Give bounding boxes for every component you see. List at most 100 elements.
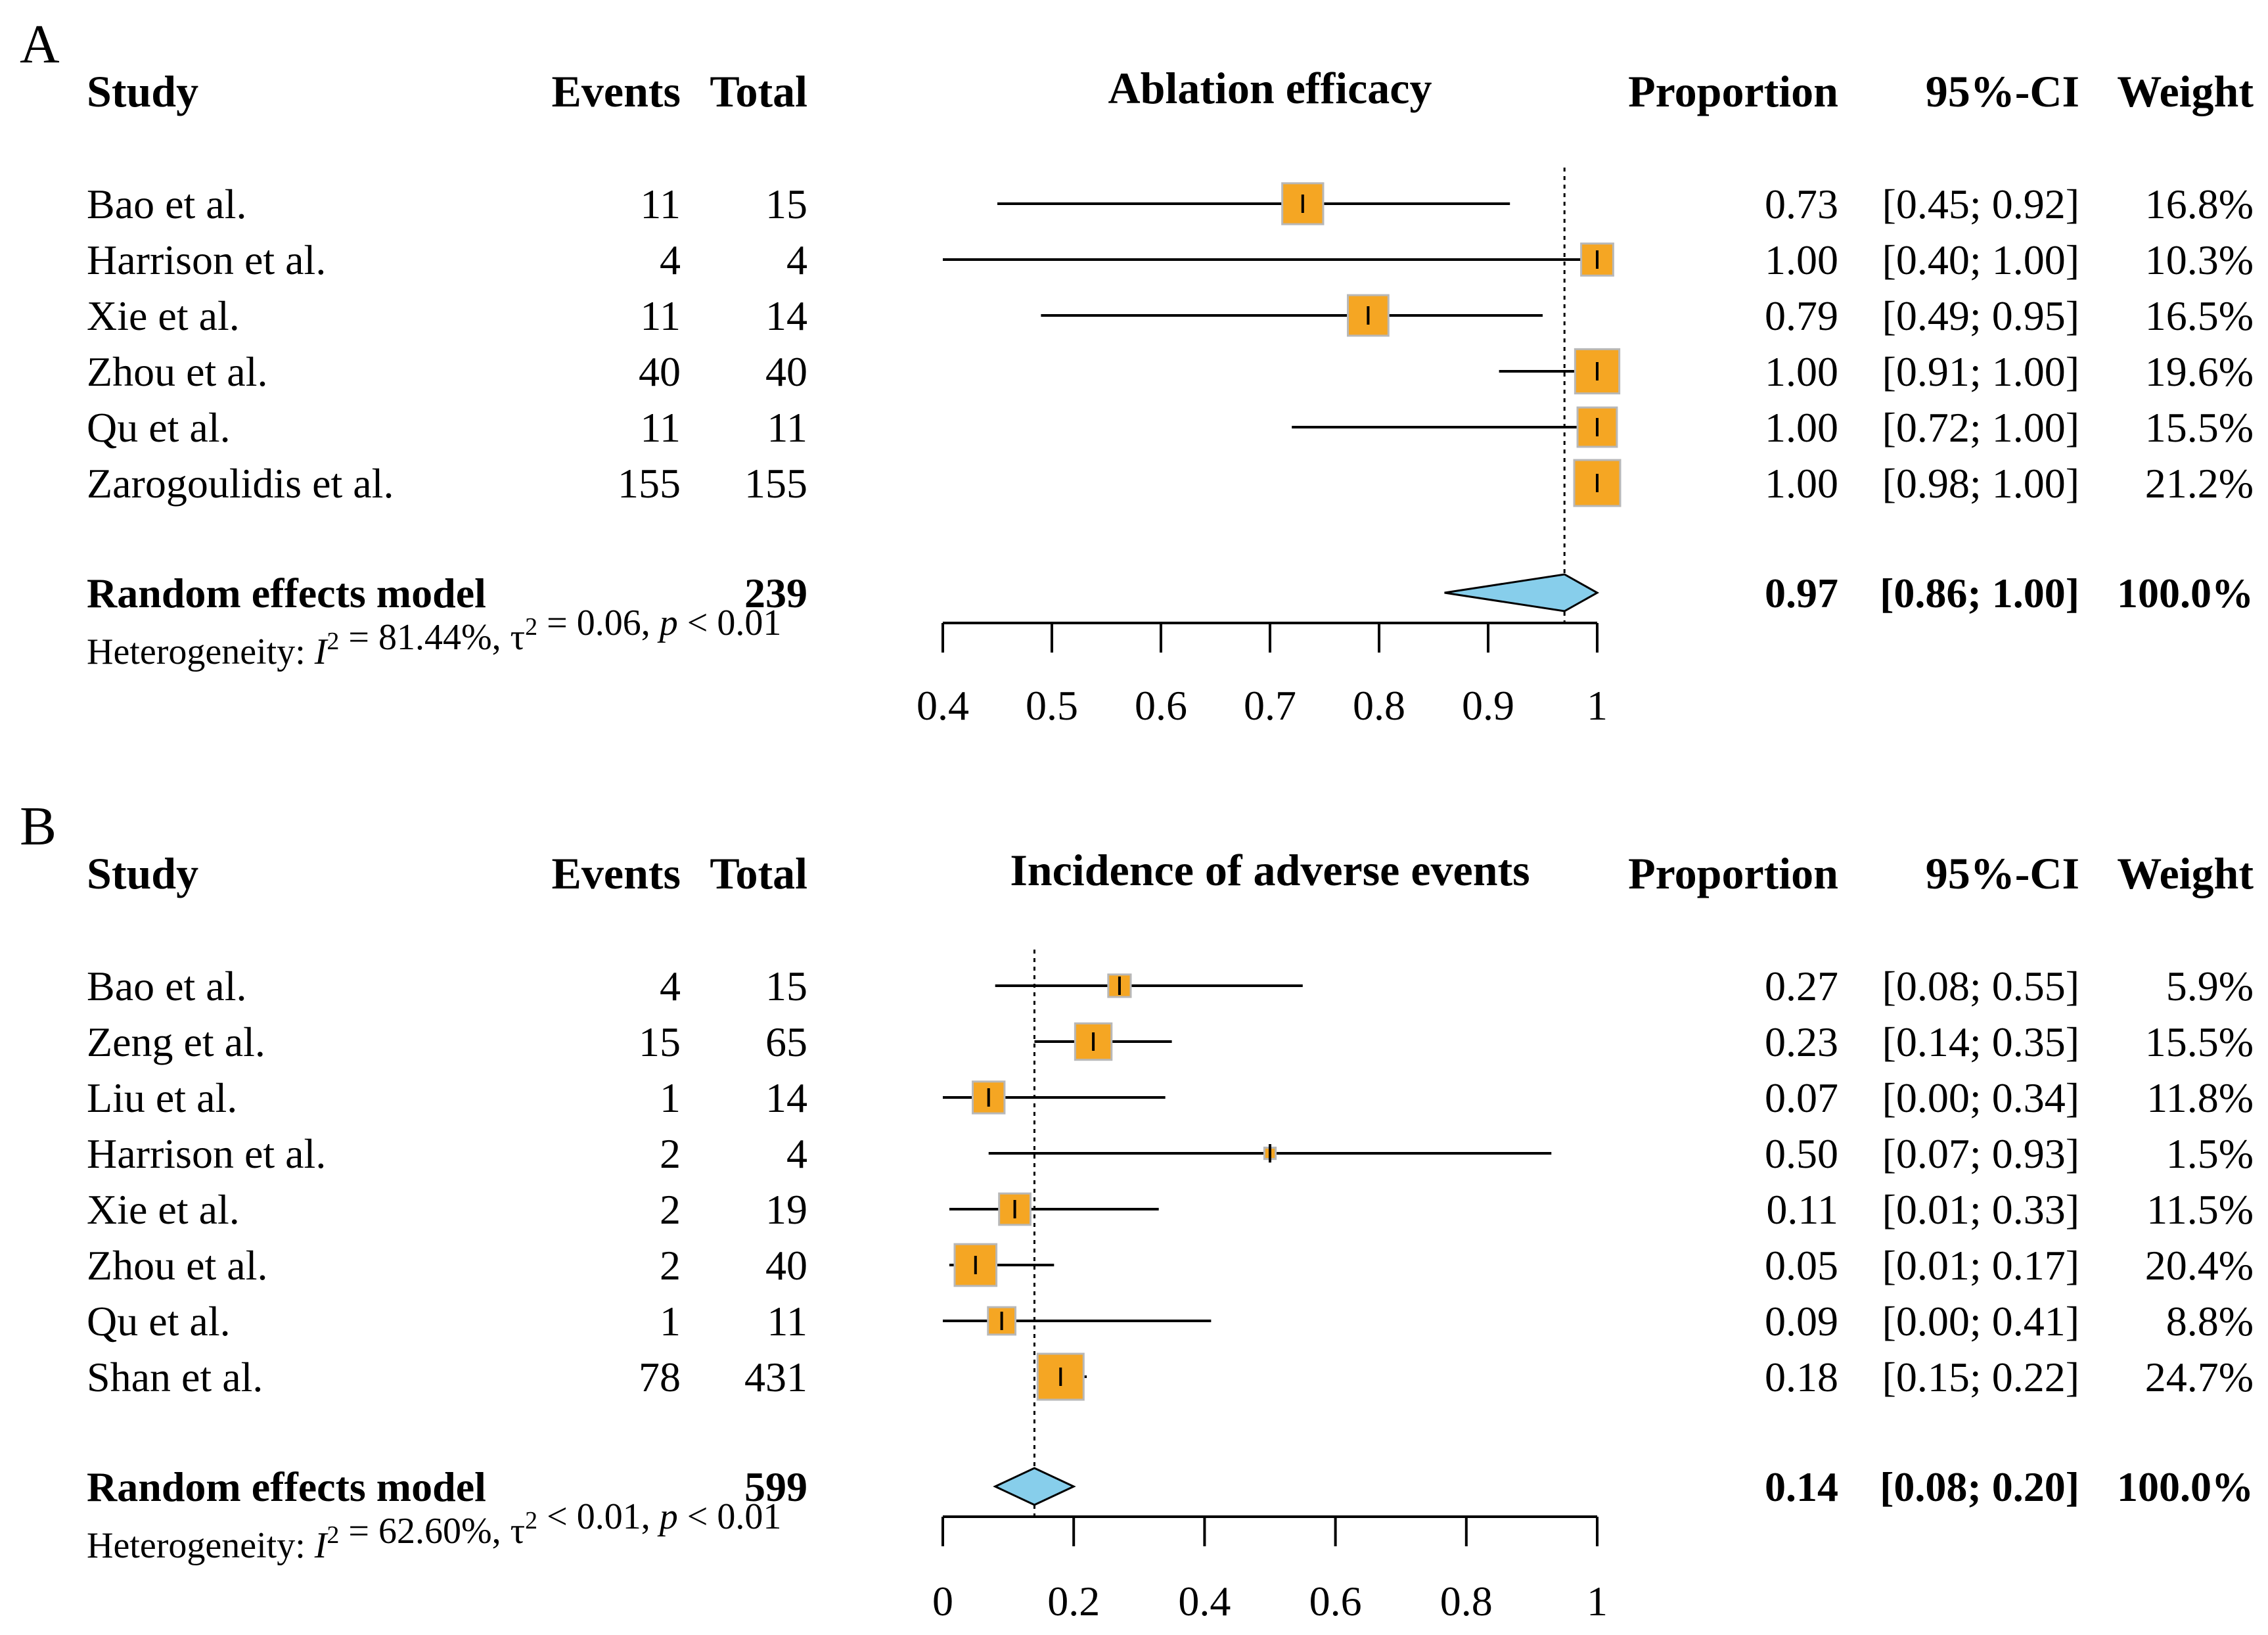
study-row: Qu et al. 1 11 0.09 [0.00; 0.41] 8.8%	[87, 1298, 2254, 1345]
study-name: Zhou et al.	[87, 348, 267, 395]
study-proportion: 0.50	[1765, 1130, 1838, 1177]
panel-letter: A	[20, 14, 60, 75]
study-events: 155	[618, 460, 681, 507]
study-weight: 11.8%	[2146, 1074, 2254, 1121]
summary-weight: 100.0%	[2117, 570, 2254, 616]
x-tick-label: 0.4	[917, 682, 969, 729]
study-proportion: 0.05	[1765, 1242, 1838, 1289]
summary-proportion: 0.14	[1765, 1463, 1838, 1510]
chart-title: Incidence of adverse events	[1010, 845, 1530, 895]
study-name: Zeng et al.	[87, 1019, 265, 1065]
x-tick-label: 0.8	[1440, 1578, 1493, 1624]
forest-panel-b: B Study Events Total Incidence of adverse ev…	[20, 796, 2254, 1624]
study-total: 431	[744, 1354, 807, 1400]
study-proportion: 1.00	[1765, 348, 1838, 395]
study-ci: [0.08; 0.55]	[1882, 963, 2079, 1009]
header-study: Study	[87, 848, 198, 898]
study-weight: 21.2%	[2145, 460, 2254, 507]
study-row: Zhou et al. 2 40 0.05 [0.01; 0.17] 20.4%	[87, 1242, 2254, 1289]
study-weight: 8.8%	[2166, 1298, 2254, 1345]
study-ci: [0.45; 0.92]	[1882, 181, 2079, 227]
panel-letter: B	[20, 796, 57, 857]
study-events: 11	[640, 181, 681, 227]
study-weight: 15.5%	[2145, 404, 2254, 451]
x-tick-label: 0.6	[1309, 1578, 1362, 1624]
study-row: Zeng et al. 15 65 0.23 [0.14; 0.35] 15.5%	[87, 1019, 2254, 1065]
forest-panel-a: A Study Events Total Ablation efficacy Propor…	[20, 14, 2254, 729]
header-proportion: Proportion	[1628, 66, 1838, 116]
study-total: 155	[744, 460, 807, 507]
heterogeneity-text: Heterogeneity: I2 = 62.60%, τ2 < 0.01, p…	[87, 1496, 781, 1566]
study-weight: 10.3%	[2145, 237, 2254, 283]
study-proportion: 0.09	[1765, 1298, 1838, 1345]
study-events: 4	[660, 237, 681, 283]
x-tick-label: 0.7	[1244, 682, 1296, 729]
heterogeneity-text: Heterogeneity: I2 = 81.44%, τ2 = 0.06, p…	[87, 603, 781, 672]
study-events: 2	[660, 1186, 681, 1233]
summary-name: Random effects model	[87, 570, 486, 616]
study-row: Qu et al. 11 11 1.00 [0.72; 1.00] 15.5%	[87, 404, 2254, 451]
study-name: Zhou et al.	[87, 1242, 267, 1289]
study-weight: 11.5%	[2146, 1186, 2254, 1233]
study-ci: [0.00; 0.41]	[1882, 1298, 2079, 1345]
study-proportion: 0.07	[1765, 1074, 1838, 1121]
study-name: Xie et al.	[87, 1186, 240, 1233]
summary-total: 599	[744, 1463, 807, 1510]
study-ci: [0.07; 0.93]	[1882, 1130, 2079, 1177]
study-name: Bao et al.	[87, 963, 246, 1009]
study-proportion: 0.11	[1766, 1186, 1838, 1233]
study-events: 2	[660, 1130, 681, 1177]
study-ci: [0.40; 1.00]	[1882, 237, 2079, 283]
summary-row: Random effects model 599 0.14 [0.08; 0.20] 1…	[87, 1463, 2254, 1510]
study-total: 14	[765, 292, 807, 339]
study-total: 11	[767, 1298, 807, 1345]
study-name: Zarogoulidis et al.	[87, 460, 394, 507]
study-name: Liu et al.	[87, 1074, 237, 1121]
header-events: Events	[552, 66, 681, 116]
header-ci: 95%-CI	[1926, 848, 2079, 898]
header-weight: Weight	[2117, 848, 2254, 898]
study-total: 65	[765, 1019, 807, 1065]
study-events: 2	[660, 1242, 681, 1289]
x-tick-label: 1	[1587, 682, 1608, 729]
study-ci: [0.49; 0.95]	[1882, 292, 2079, 339]
header-proportion: Proportion	[1628, 848, 1838, 898]
study-proportion: 1.00	[1765, 460, 1838, 507]
study-row: Xie et al. 2 19 0.11 [0.01; 0.33] 11.5%	[87, 1186, 2254, 1233]
x-tick-label: 1	[1587, 1578, 1608, 1624]
study-row: Zarogoulidis et al. 155 155 1.00 [0.98; 1.00…	[87, 459, 2254, 507]
study-total: 15	[765, 181, 807, 227]
study-weight: 15.5%	[2145, 1019, 2254, 1065]
study-row: Bao et al. 4 15 0.27 [0.08; 0.55] 5.9%	[87, 963, 2254, 1009]
study-row: Bao et al. 11 15 0.73 [0.45; 0.92] 16.8%	[87, 181, 2254, 227]
study-ci: [0.14; 0.35]	[1882, 1019, 2079, 1065]
summary-weight: 100.0%	[2117, 1463, 2254, 1510]
study-proportion: 0.73	[1765, 181, 1838, 227]
study-events: 1	[660, 1298, 681, 1345]
summary-row: Random effects model 239 0.97 [0.86; 1.00] 1…	[87, 570, 2254, 616]
x-tick-label: 0	[932, 1578, 953, 1624]
study-events: 40	[639, 348, 681, 395]
header-total: Total	[710, 848, 807, 898]
study-weight: 5.9%	[2166, 963, 2254, 1009]
study-row: Harrison et al. 4 4 1.00 [0.40; 1.00] 10.3%	[87, 237, 2254, 283]
summary-proportion: 0.97	[1765, 570, 1838, 616]
study-events: 15	[639, 1019, 681, 1065]
summary-ci: [0.86; 1.00]	[1880, 570, 2079, 616]
study-row: Harrison et al. 2 4 0.50 [0.07; 0.93] 1.5%	[87, 1130, 2254, 1177]
study-proportion: 0.79	[1765, 292, 1838, 339]
study-name: Xie et al.	[87, 292, 240, 339]
x-tick-label: 0.8	[1353, 682, 1405, 729]
study-name: Qu et al.	[87, 404, 231, 451]
study-proportion: 0.27	[1765, 963, 1838, 1009]
study-total: 14	[765, 1074, 807, 1121]
study-ci: [0.98; 1.00]	[1882, 460, 2079, 507]
summary-diamond	[1444, 573, 1600, 612]
header-study: Study	[87, 66, 198, 116]
study-name: Harrison et al.	[87, 237, 326, 283]
header-total: Total	[710, 66, 807, 116]
header-ci: 95%-CI	[1926, 66, 2079, 116]
study-ci: [0.91; 1.00]	[1882, 348, 2079, 395]
study-events: 11	[640, 404, 681, 451]
